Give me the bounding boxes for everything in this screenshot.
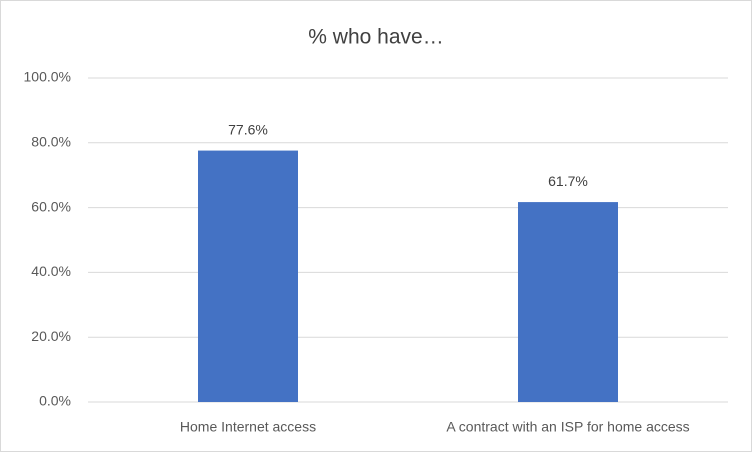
x-tick-label: A contract with an ISP for home access xyxy=(446,419,689,435)
data-label: 77.6% xyxy=(228,121,268,137)
chart-title: % who have… xyxy=(308,26,443,49)
y-tick-label: 100.0% xyxy=(24,69,71,85)
y-tick-label: 80.0% xyxy=(31,134,71,150)
data-label: 61.7% xyxy=(548,173,588,189)
x-tick-label: Home Internet access xyxy=(180,419,316,435)
y-tick-label: 0.0% xyxy=(39,393,71,409)
y-tick-label: 40.0% xyxy=(31,263,71,279)
y-tick-label: 20.0% xyxy=(31,328,71,344)
bar xyxy=(198,150,298,402)
y-tick-label: 60.0% xyxy=(31,198,71,214)
bar xyxy=(518,202,618,402)
